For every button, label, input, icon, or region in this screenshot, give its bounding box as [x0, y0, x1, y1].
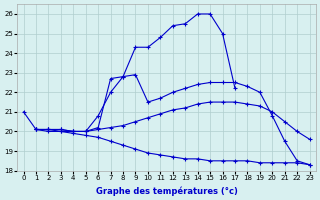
X-axis label: Graphe des températures (°c): Graphe des températures (°c): [96, 186, 237, 196]
